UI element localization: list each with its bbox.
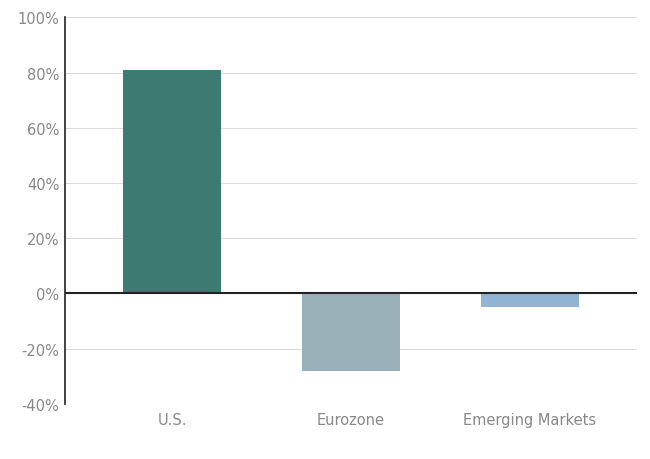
Bar bbox=[123, 71, 222, 294]
Bar bbox=[302, 294, 400, 371]
Bar bbox=[480, 294, 579, 308]
